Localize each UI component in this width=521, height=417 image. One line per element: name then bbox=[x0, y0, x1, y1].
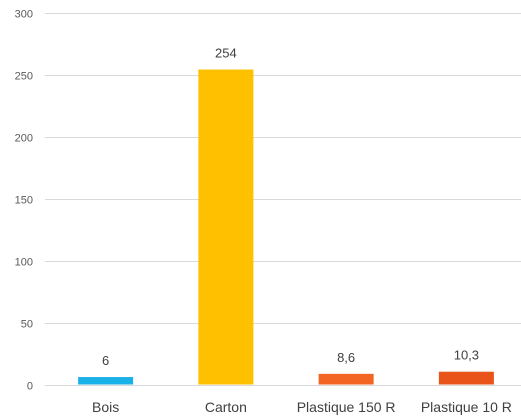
y-tick-label-200: 200 bbox=[15, 133, 33, 145]
y-tick-label-300: 300 bbox=[15, 9, 33, 21]
y-tick-label-150: 150 bbox=[15, 195, 33, 207]
data-label-plastique-10-r: 10,3 bbox=[454, 348, 479, 363]
y-tick-label-250: 250 bbox=[15, 71, 33, 83]
x-category-label-plastique-10-r: Plastique 10 R bbox=[421, 399, 512, 415]
bar-carton bbox=[198, 69, 254, 385]
x-category-label-bois: Bois bbox=[92, 399, 119, 415]
y-tick-label-100: 100 bbox=[15, 257, 33, 269]
bar-bois bbox=[78, 377, 134, 385]
x-category-label-carton: Carton bbox=[205, 399, 247, 415]
x-category-label-plastique-150-r: Plastique 150 R bbox=[297, 399, 396, 415]
data-label-bois: 6 bbox=[102, 353, 109, 368]
y-axis-tick-labels: 0 50 100 150 200 250 300 bbox=[15, 9, 33, 393]
data-label-plastique-150-r: 8,6 bbox=[337, 350, 355, 365]
gridlines bbox=[45, 13, 521, 386]
bar-plastique-10-r bbox=[438, 371, 494, 385]
y-tick-label-0: 0 bbox=[27, 381, 33, 393]
x-axis-category-labels: Bois Carton Plastique 150 R Plastique 10 R bbox=[92, 399, 512, 415]
data-label-carton: 254 bbox=[215, 46, 237, 61]
bars bbox=[78, 69, 494, 385]
data-labels: 6 254 8,6 10,3 bbox=[102, 46, 479, 369]
bar-plastique-150-r bbox=[318, 373, 374, 385]
y-tick-label-50: 50 bbox=[21, 319, 33, 331]
